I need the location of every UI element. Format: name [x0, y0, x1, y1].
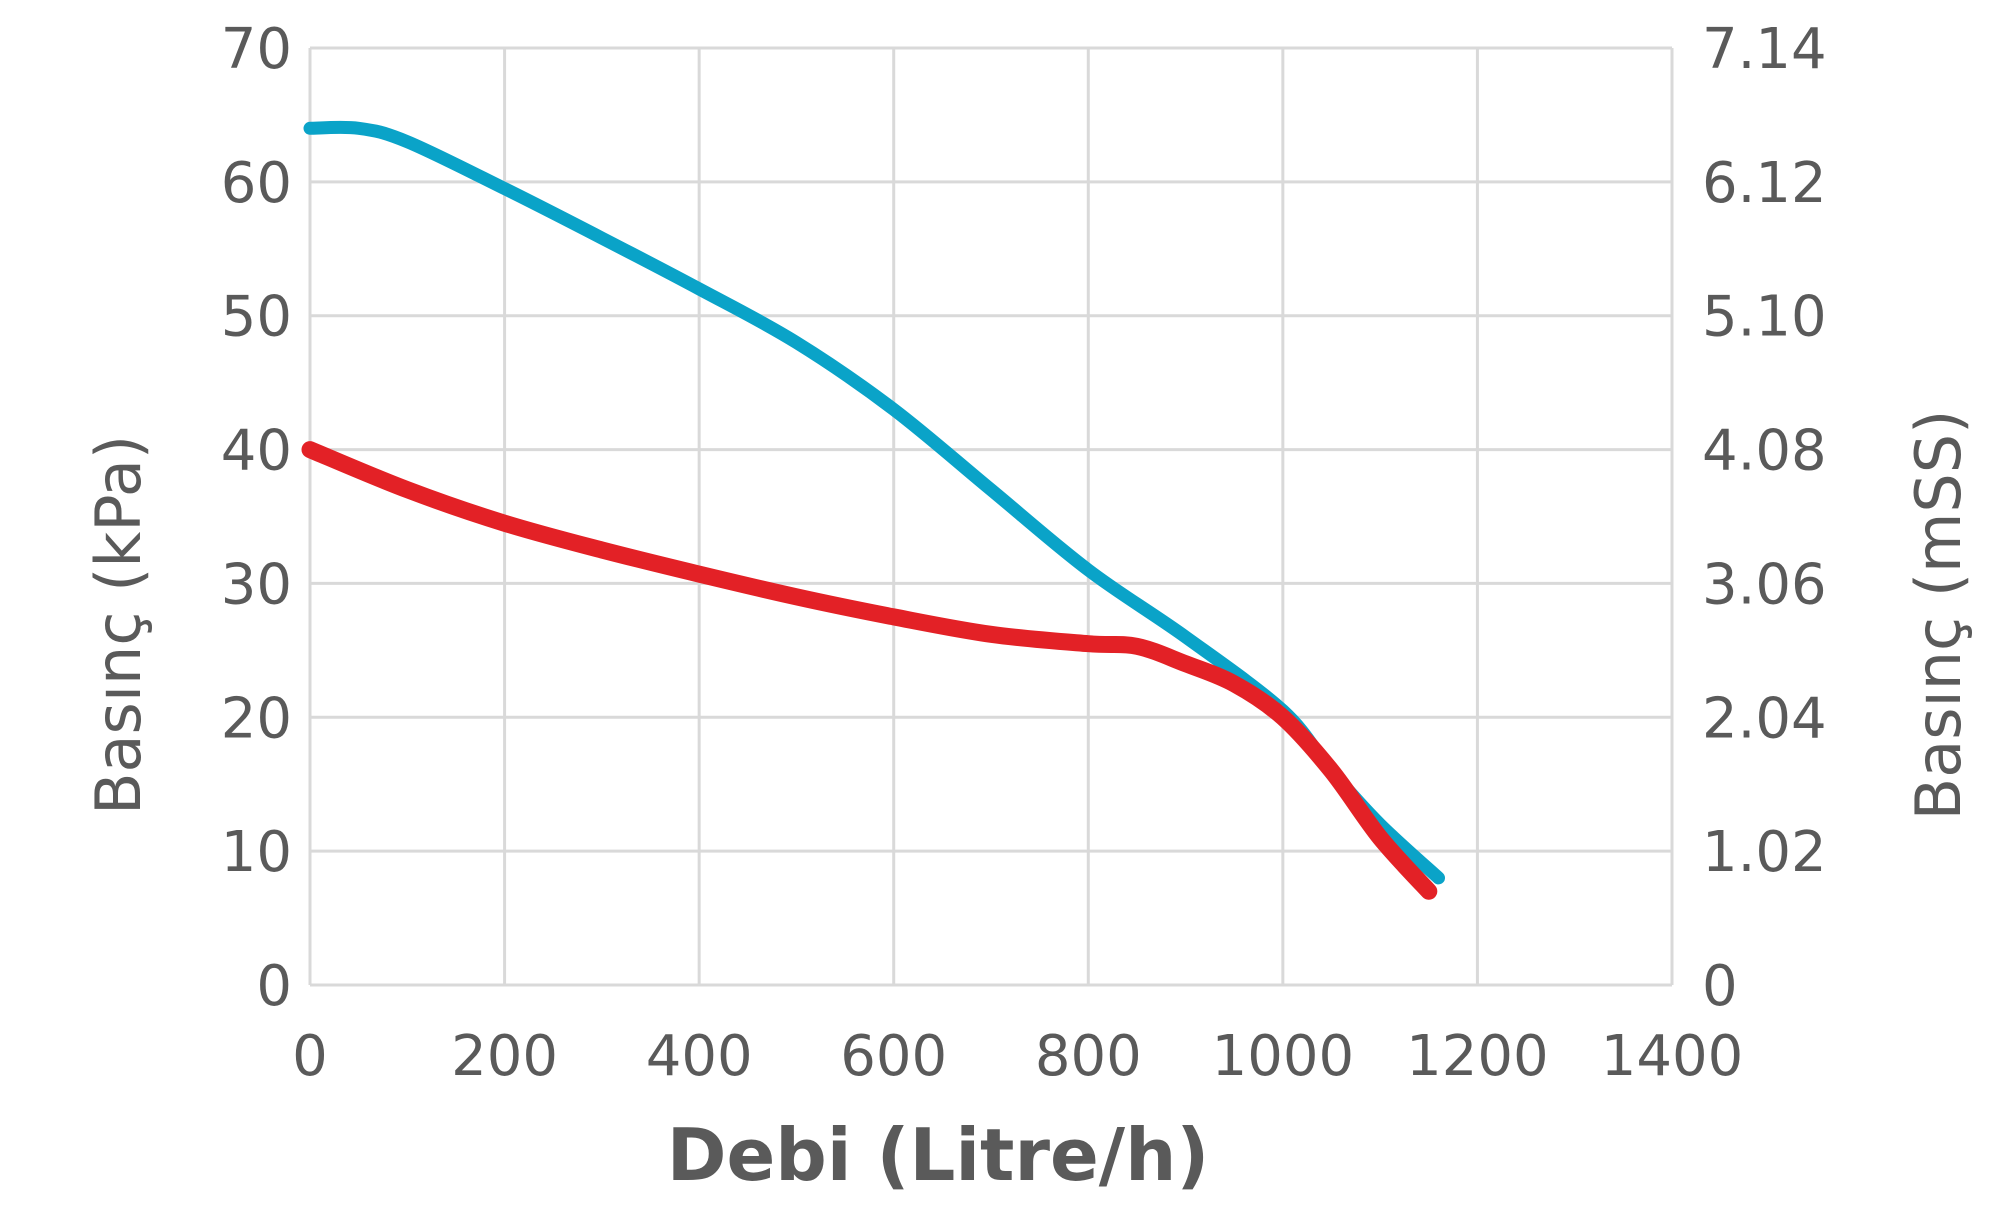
- y-tick-label-left: 0: [256, 954, 292, 1019]
- x-tick-label: 600: [840, 1024, 947, 1089]
- y-tick-label-right: 2.04: [1702, 686, 1827, 751]
- x-tick-label: 0: [292, 1024, 328, 1089]
- y-tick-label-right: 4.08: [1702, 419, 1827, 484]
- y-tick-label-left: 60: [221, 151, 292, 216]
- x-tick-label: 1000: [1212, 1024, 1355, 1089]
- y-tick-label-left: 50: [221, 285, 292, 350]
- y-tick-label-right: 0: [1702, 954, 1738, 1019]
- x-axis-label: Debi (Litre/h): [667, 1113, 1210, 1197]
- series-line-2: [301, 441, 1438, 900]
- x-tick-label: 1400: [1601, 1024, 1744, 1089]
- x-tick-label: 1200: [1406, 1024, 1549, 1089]
- y-tick-label-left: 40: [221, 419, 292, 484]
- grid: [308, 46, 1674, 987]
- x-tick-label: 800: [1035, 1024, 1142, 1089]
- y-axis-label-left: Basınç (kPa): [82, 435, 155, 815]
- x-tick-label: 200: [451, 1024, 558, 1089]
- series-line-1: [303, 120, 1445, 885]
- y-axis-label-right: Basınç (mSS): [1902, 410, 1975, 821]
- series-layer: [301, 120, 1445, 900]
- y-tick-label-right: 5.10: [1702, 285, 1827, 350]
- y-tick-label-right: 1.02: [1702, 820, 1827, 885]
- y-tick-label-left: 30: [221, 552, 292, 617]
- y-tick-label-left: 70: [221, 17, 292, 82]
- x-tick-label: 400: [646, 1024, 753, 1089]
- y-tick-label-left: 10: [221, 820, 292, 885]
- y-tick-label-right: 7.14: [1702, 17, 1827, 82]
- y-tick-label-right: 6.12: [1702, 151, 1827, 216]
- y-tick-label-left: 20: [221, 686, 292, 751]
- y-tick-label-right: 3.06: [1702, 552, 1827, 617]
